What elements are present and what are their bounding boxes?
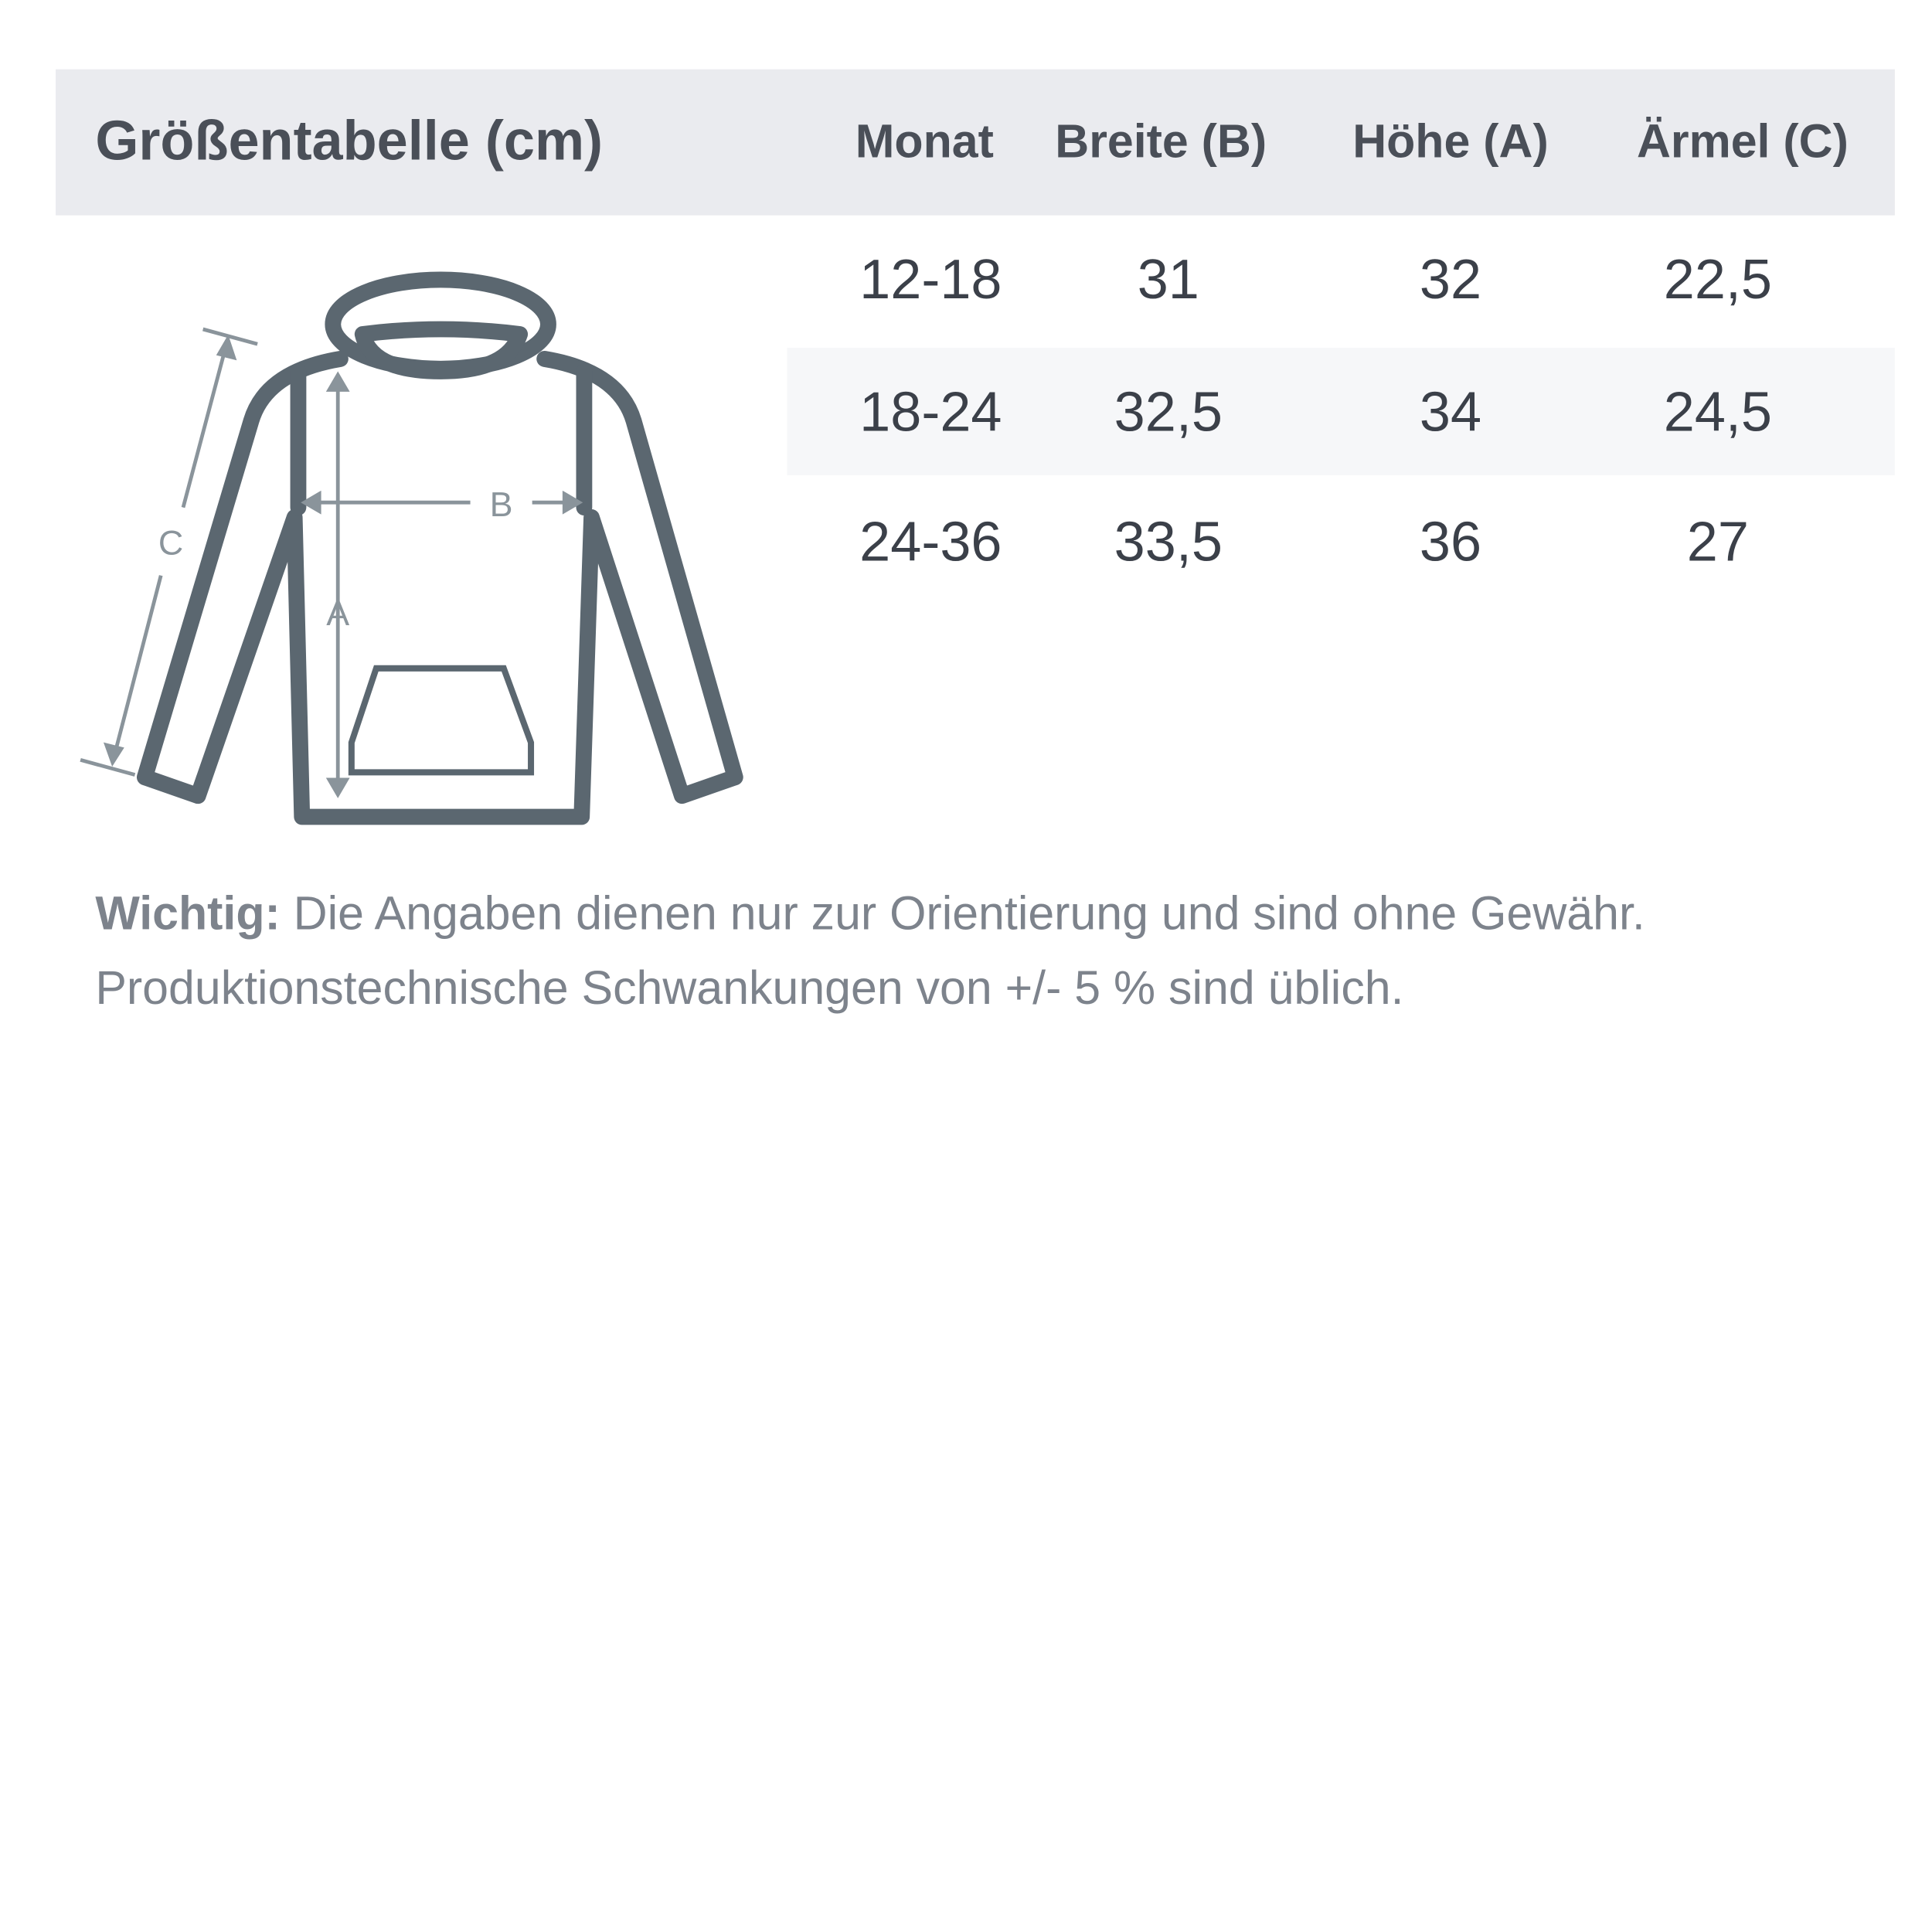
note-line-1: Wichtig: Die Angaben dienen nur zur Orie… <box>95 889 1645 942</box>
col-header-breite: Breite (B) <box>1055 116 1267 168</box>
label-c: C <box>158 522 183 562</box>
cell-monat: 12-18 <box>859 247 1002 311</box>
col-header-aermel: Ärmel (C) <box>1636 116 1849 168</box>
cell-breite: 32,5 <box>1114 379 1223 444</box>
hoodie-outline <box>136 271 743 825</box>
cell-monat: 24-36 <box>859 509 1002 573</box>
page-title: Größentabelle (cm) <box>95 108 604 172</box>
col-header-monat: Monat <box>855 116 994 168</box>
label-a: A <box>326 594 349 633</box>
cell-hoehe: 32 <box>1419 247 1482 311</box>
cell-breite: 33,5 <box>1114 509 1223 573</box>
cell-hoehe: 34 <box>1419 379 1482 444</box>
note-bold: Wichtig: <box>95 888 281 941</box>
note-line-2: Produktionstechnische Schwankungen von +… <box>95 962 1404 1015</box>
cell-aermel: 27 <box>1686 509 1749 573</box>
label-b: B <box>490 485 513 524</box>
col-header-hoehe: Höhe (A) <box>1352 116 1549 168</box>
cell-hoehe: 36 <box>1419 509 1482 573</box>
measure-lines <box>80 327 583 798</box>
note-text-1: Die Angaben dienen nur zur Orientierung … <box>293 888 1645 941</box>
cell-monat: 18-24 <box>859 379 1002 444</box>
header-band <box>56 69 1895 216</box>
cell-breite: 31 <box>1137 247 1199 311</box>
cell-aermel: 22,5 <box>1663 247 1773 311</box>
hoodie-diagram: A B C <box>80 271 743 825</box>
cell-aermel: 24,5 <box>1663 379 1773 444</box>
pocket <box>348 665 535 776</box>
row-stripe <box>787 348 1895 475</box>
